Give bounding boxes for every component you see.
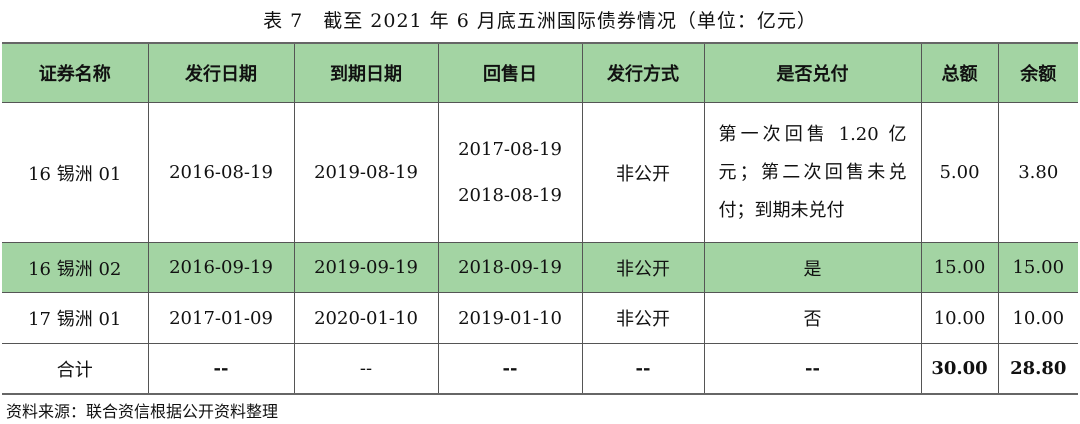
cell-maturity: -- — [293, 343, 439, 395]
cell-total: 30.00 — [920, 343, 999, 395]
table-row: 16 锡洲 01 2016-08-19 2019-08-19 2017-08-1… — [2, 102, 1078, 243]
cell-total: 5.00 — [920, 102, 999, 243]
cell-putback: 2019-01-10 — [437, 292, 583, 344]
cell-paid: 否 — [703, 292, 922, 344]
header-cell: 发行日期 — [147, 43, 295, 103]
cell-issue: 2016-08-19 — [147, 102, 295, 243]
table-title: 表 7 截至 2021 年 6 月底五洲国际债券情况（单位：亿元） — [263, 10, 817, 32]
cell-putback: -- — [437, 343, 583, 395]
cell-issue: 2017-01-09 — [147, 292, 295, 344]
cell-balance: 28.80 — [997, 343, 1078, 395]
header-cell: 总额 — [920, 43, 999, 103]
total-row: 合计 -- -- -- -- -- 30.00 28.80 — [2, 343, 1078, 395]
putback-date: 2018-08-19 — [458, 184, 562, 206]
cell-paid: 是 — [703, 242, 922, 293]
cell-paid: 第一次回售 1.20 亿元；第二次回售未兑付；到期未兑付 — [703, 102, 922, 243]
cell-name: 17 锡洲 01 — [2, 292, 149, 344]
header-cell: 余额 — [997, 43, 1078, 103]
total-label: 合计 — [2, 343, 149, 395]
header-row: 证券名称 发行日期 到期日期 回售日 发行方式 是否兑付 总额 余额 — [2, 43, 1078, 103]
cell-total: 10.00 — [920, 292, 999, 344]
putback-date: 2017-08-19 — [458, 138, 562, 160]
cell-method: 非公开 — [581, 242, 705, 293]
cell-maturity: 2020-01-10 — [293, 292, 439, 344]
cell-balance: 15.00 — [997, 242, 1078, 293]
cell-method: -- — [581, 343, 705, 395]
cell-balance: 10.00 — [997, 292, 1078, 344]
bond-table: 证券名称 发行日期 到期日期 回售日 发行方式 是否兑付 总额 余额 16 锡洲… — [2, 42, 1078, 395]
header-cell: 回售日 — [437, 43, 583, 103]
cell-name: 16 锡洲 02 — [2, 242, 149, 293]
source-note: 资料来源：联合资信根据公开资料整理 — [6, 402, 279, 421]
table-row: 17 锡洲 01 2017-01-09 2020-01-10 2019-01-1… — [2, 292, 1078, 344]
cell-issue: -- — [147, 343, 295, 395]
cell-putback: 2017-08-19 2018-08-19 — [437, 102, 583, 243]
cell-method: 非公开 — [581, 292, 705, 344]
header-cell: 发行方式 — [581, 43, 705, 103]
header-cell: 到期日期 — [293, 43, 439, 103]
header-cell: 证券名称 — [2, 43, 149, 103]
cell-maturity: 2019-09-19 — [293, 242, 439, 293]
cell-paid: -- — [703, 343, 922, 395]
cell-name: 16 锡洲 01 — [2, 102, 149, 243]
cell-issue: 2016-09-19 — [147, 242, 295, 293]
cell-putback: 2018-09-19 — [437, 242, 583, 293]
cell-method: 非公开 — [581, 102, 705, 243]
cell-maturity: 2019-08-19 — [293, 102, 439, 243]
header-cell: 是否兑付 — [703, 43, 922, 103]
table-row: 16 锡洲 02 2016-09-19 2019-09-19 2018-09-1… — [2, 242, 1078, 293]
cell-balance: 3.80 — [997, 102, 1078, 243]
cell-total: 15.00 — [920, 242, 999, 293]
